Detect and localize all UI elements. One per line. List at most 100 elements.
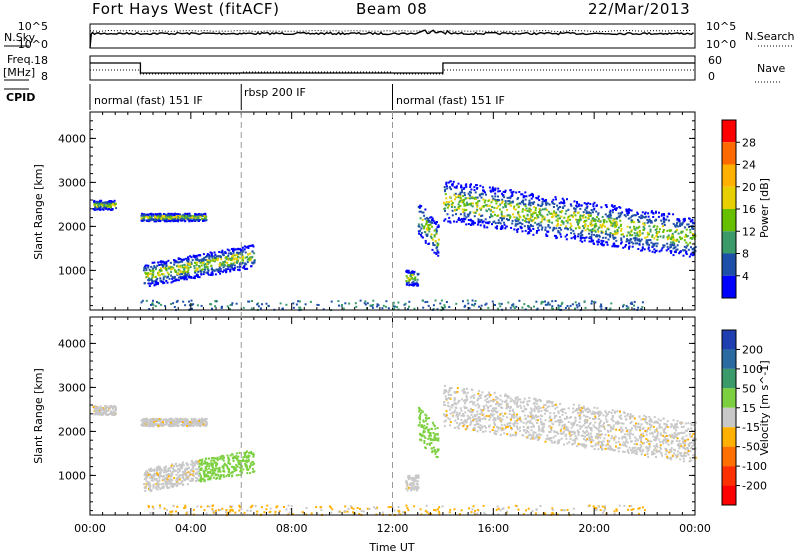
echo-cell: [99, 202, 102, 205]
ground-cell: [192, 303, 195, 306]
echo-cell: [589, 229, 592, 232]
echo-cell: [621, 430, 624, 433]
echo-cell: [631, 448, 634, 451]
echo-cell: [425, 417, 428, 420]
echo-cell: [453, 398, 456, 401]
echo-cell: [598, 414, 600, 417]
echo-cell: [523, 195, 526, 198]
echo-cell: [423, 227, 425, 230]
echo-cell: [664, 435, 666, 438]
echo-cell: [664, 438, 667, 440]
echo-cell: [209, 472, 212, 474]
echo-cell: [249, 258, 252, 261]
echo-cell: [639, 217, 642, 220]
echo-cell: [652, 453, 655, 455]
y-tick-label: 4000: [58, 132, 86, 145]
echo-cell: [204, 256, 207, 258]
echo-cell: [582, 213, 585, 216]
echo-cell: [418, 232, 420, 235]
echo-cell: [218, 251, 221, 253]
echo-cell: [172, 424, 175, 427]
echo-cell: [592, 217, 595, 220]
echo-cell: [546, 213, 549, 216]
echo-cell: [674, 423, 677, 426]
echo-cell: [234, 257, 237, 260]
echo-cell: [473, 215, 476, 218]
echo-cell: [502, 206, 505, 209]
echo-cell: [689, 220, 692, 223]
echo-cell: [445, 183, 448, 186]
echo-cell: [576, 205, 579, 208]
echo-cell: [483, 201, 486, 204]
echo-cell: [637, 248, 640, 250]
echo-cell: [686, 235, 689, 237]
echo-cell: [210, 462, 213, 465]
echo-cell: [559, 210, 562, 213]
echo-cell: [651, 235, 654, 238]
echo-cell: [196, 462, 199, 465]
echo-cell: [655, 210, 657, 213]
echo-cell: [421, 218, 424, 221]
ground-cell: [633, 304, 635, 307]
ground-cell: [604, 307, 607, 310]
echo-cell: [157, 271, 160, 274]
echo-cell: [554, 235, 557, 237]
echo-cell: [156, 418, 159, 421]
echo-cell: [576, 212, 579, 214]
echo-cell: [204, 258, 207, 261]
echo-cell: [228, 459, 231, 462]
echo-cell: [412, 271, 415, 274]
echo-cell: [194, 261, 197, 264]
echo-cell: [196, 468, 199, 471]
echo-cell: [611, 414, 614, 417]
echo-cell: [226, 268, 229, 271]
echo-cell: [692, 437, 695, 440]
echo-cell: [174, 470, 177, 472]
ground-cell: [337, 300, 340, 303]
echo-cell: [549, 401, 552, 403]
echo-cell: [475, 184, 478, 187]
echo-cell: [407, 269, 410, 272]
echo-cell: [515, 216, 518, 219]
echo-cell: [199, 419, 202, 422]
ground-cell: [630, 301, 633, 304]
echo-cell: [231, 259, 234, 262]
echo-cell: [612, 208, 615, 211]
echo-cell: [551, 216, 553, 219]
echo-cell: [112, 411, 115, 414]
echo-cell: [449, 196, 451, 199]
echo-cell: [470, 183, 472, 186]
echo-cell: [556, 208, 559, 211]
echo-cell: [623, 214, 626, 216]
echo-cell: [504, 204, 507, 207]
echo-cell: [213, 457, 216, 460]
ground-cell: [235, 302, 238, 305]
echo-cell: [522, 203, 525, 206]
echo-cell: [419, 217, 422, 220]
echo-cell: [460, 186, 462, 189]
echo-cell: [655, 245, 658, 248]
echo-cell: [460, 220, 463, 223]
echo-cell: [235, 452, 238, 455]
echo-cell: [574, 214, 577, 217]
echo-cell: [201, 478, 204, 480]
echo-cell: [577, 432, 580, 435]
echo-cell: [652, 243, 655, 246]
echo-cell: [234, 248, 237, 251]
echo-cell: [623, 450, 626, 453]
echo-cell: [447, 203, 450, 206]
ground-cell: [184, 304, 187, 307]
echo-cell: [479, 219, 482, 222]
echo-cell: [580, 425, 583, 428]
echo-cell: [504, 201, 507, 204]
echo-cell: [476, 204, 479, 207]
echo-cell: [433, 449, 436, 451]
echo-cell: [644, 212, 646, 215]
ground-cell: [583, 301, 586, 303]
echo-cell: [218, 264, 221, 267]
echo-cell: [166, 470, 169, 473]
echo-cell: [223, 260, 226, 263]
echo-cell: [187, 471, 190, 474]
echo-cell: [455, 213, 457, 216]
echo-cell: [530, 197, 533, 200]
